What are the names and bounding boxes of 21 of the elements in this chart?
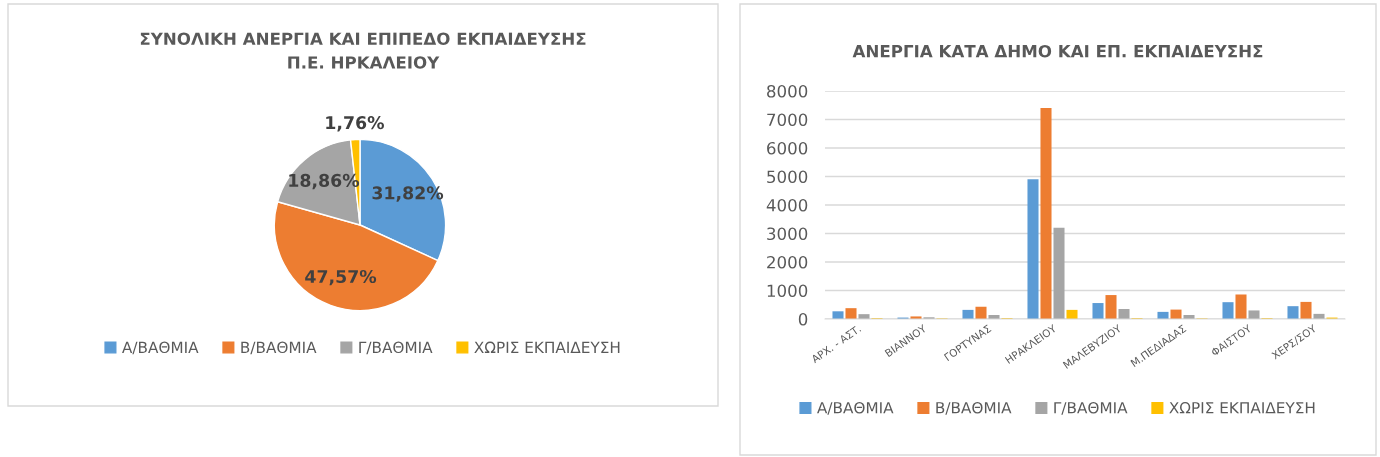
y-tick-label: 0 [798, 312, 808, 326]
chart-title: ΣΥΝΟΛΙΚΗ ΑΝΕΡΓΙΑ ΚΑΙ ΕΠΙΠΕΔΟ ΕΚΠΑΙΔΕΥΣΗΣ Π.Ε. ΗΡΚΑΛΕΙΟΥ [140, 32, 586, 69]
y-tick-label: 1000 [767, 284, 808, 298]
legend-label: Γ/ΒΑΘΜΙΑ [359, 341, 433, 355]
legend-label: Α/ΒΑΘΜΙΑ [122, 341, 199, 355]
y-tick-label: 5000 [767, 170, 808, 184]
data-label: 1,76% [326, 116, 384, 132]
y-tick-label: 4000 [766, 198, 808, 212]
legend-label: Β/ΒΑΘΜΙΑ [241, 341, 317, 355]
y-tick-label: 6000 [767, 141, 808, 155]
data-label: 47,57% [305, 269, 377, 286]
legend-label: Γ/ΒΑΘΜΙΑ [1054, 401, 1128, 415]
legend-label: ΧΩΡΙΣ ΕΚΠΑΙΔΕΥΣΗ [1169, 402, 1315, 414]
legend-label: ΧΩΡΙΣ ΕΚΠΑΙΔΕΥΣΗ [474, 341, 620, 353]
chart-title: ΑΝΕΡΓΙΑ ΚΑΤΑ ΔΗΜΟ ΚΑΙ ΕΠ. ΕΚΠΑΙΔΕΥΣΗΣ [852, 44, 1263, 58]
y-tick-label: 3000 [767, 227, 808, 241]
y-tick-label: 7000 [767, 113, 808, 127]
legend-label: Α/ΒΑΘΜΙΑ [817, 401, 894, 415]
legend-label: Β/ΒΑΘΜΙΑ [936, 401, 1012, 415]
y-tick-label: 8000 [767, 84, 808, 98]
y-tick-label: 2000 [767, 255, 808, 269]
